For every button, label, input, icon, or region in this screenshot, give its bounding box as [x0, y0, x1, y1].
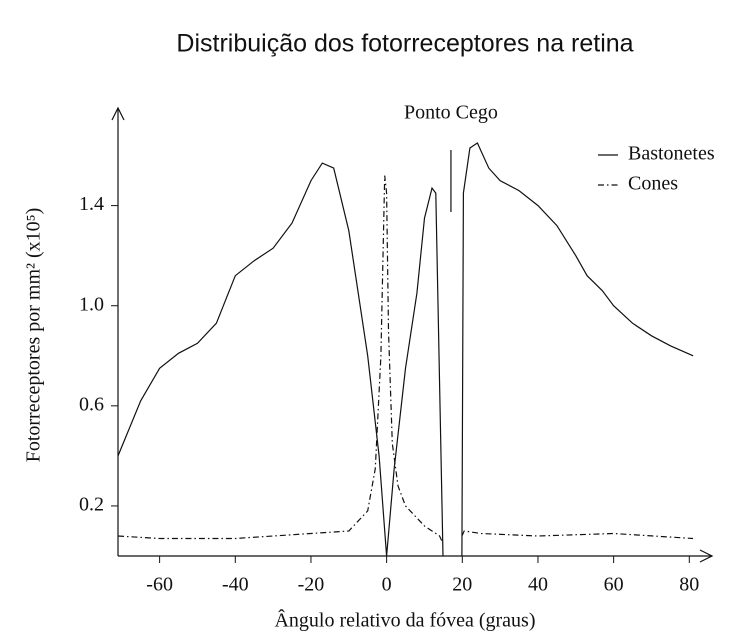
y-tick-label: 0.6 — [79, 393, 104, 415]
legend-label: Cones — [628, 173, 678, 195]
x-tick-label: -60 — [146, 574, 173, 596]
legend-label: Bastonetes — [628, 143, 715, 165]
y-tick-label: 1.4 — [79, 193, 104, 215]
x-axis-label: Ângulo relativo da fóvea (graus) — [274, 609, 535, 632]
x-tick-label: -40 — [222, 574, 249, 596]
x-tick-label: 60 — [604, 574, 624, 596]
x-tick-label: 0 — [382, 574, 392, 596]
annotation-text: Ponto Cego — [404, 102, 498, 124]
x-tick-label: -20 — [298, 574, 325, 596]
y-axis-label: Fotorreceptores por mm² (x10⁵) — [23, 208, 45, 463]
axes — [111, 106, 714, 563]
y-tick-label: 1.0 — [79, 293, 104, 315]
series-line — [117, 142, 694, 557]
x-tick-label: 40 — [528, 574, 548, 596]
x-arrow — [699, 549, 714, 563]
y-tick-label: 0.2 — [79, 494, 104, 516]
x-tick-label: 80 — [679, 574, 699, 596]
chart-title: Distribuição dos fotorreceptores na reti… — [176, 30, 633, 58]
series-line — [117, 175, 694, 544]
x-tick-label: 20 — [452, 574, 472, 596]
y-arrow — [111, 106, 125, 121]
